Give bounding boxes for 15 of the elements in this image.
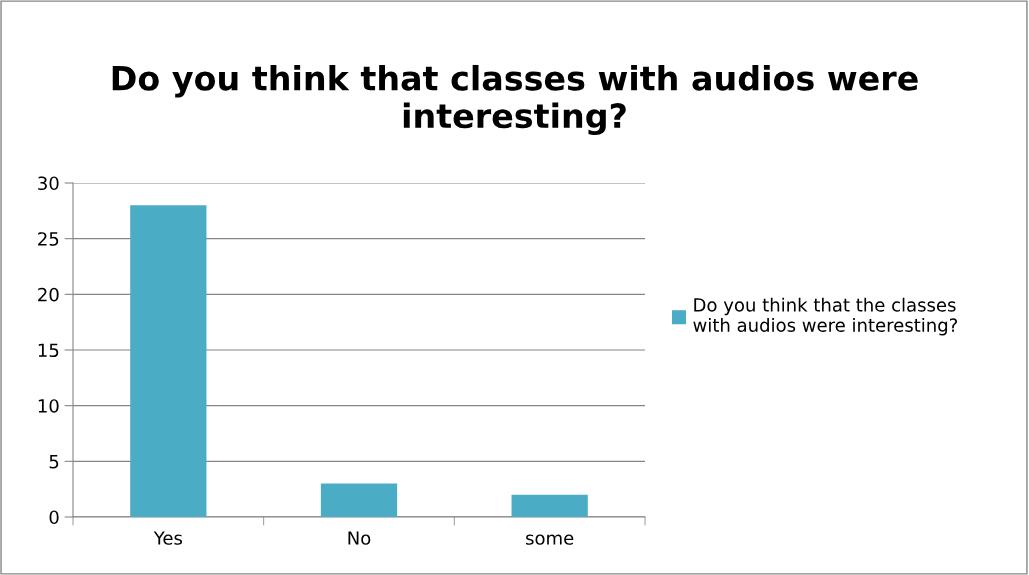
legend-label: Do you think that the classes with audios were interesting? <box>693 297 958 336</box>
x-tick-label: some <box>526 534 574 545</box>
chart-title: Do you think that classes with audios were interesting? <box>112 64 918 136</box>
y-tick-label: 25 <box>38 232 59 246</box>
y-tick-label: 0 <box>49 510 59 525</box>
y-tick-label: 30 <box>38 176 59 191</box>
y-tick-label: 15 <box>38 343 59 358</box>
bar <box>511 494 588 517</box>
y-tick-label: 20 <box>38 287 59 302</box>
y-tick-label: 5 <box>49 455 59 469</box>
bar <box>130 205 207 517</box>
x-tick-label: No <box>348 531 371 545</box>
x-tick-label: Yes <box>153 531 183 545</box>
y-tick-label: 10 <box>38 399 59 413</box>
bar <box>320 483 398 517</box>
